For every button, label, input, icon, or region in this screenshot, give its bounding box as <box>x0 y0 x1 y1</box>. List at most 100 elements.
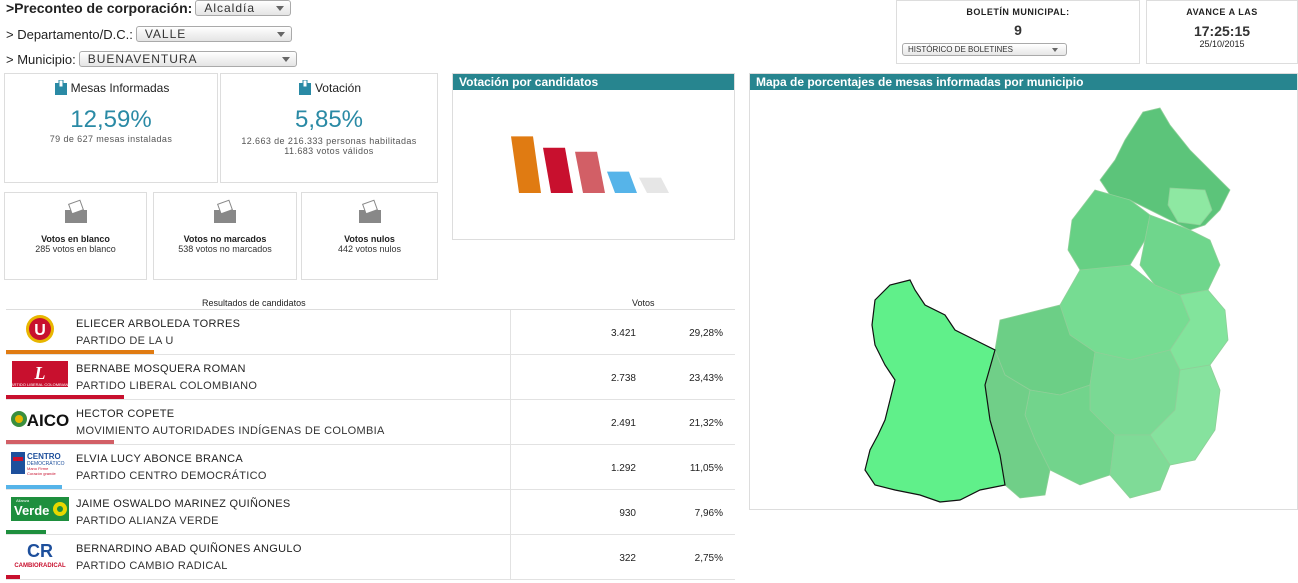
votos-nulos-panel: Votos nulos 442 votos nulos <box>301 192 438 280</box>
historico-boletines-dropdown[interactable]: HISTÓRICO DE BOLETINES <box>902 43 1067 56</box>
municipality-map <box>864 107 1231 503</box>
party-name: PARTIDO LIBERAL COLOMBIANO <box>76 380 258 392</box>
boletin-panel: BOLETÍN MUNICIPAL: 9 HISTÓRICO DE BOLETI… <box>896 0 1140 64</box>
avance-title: AVANCE A LAS <box>1186 7 1258 17</box>
municipio-label: > Municipio: <box>6 51 76 67</box>
party-name: PARTIDO CENTRO DEMOCRÁTICO <box>76 470 267 482</box>
candidate-votes: 1.292 <box>610 463 636 474</box>
svg-text:PARTIDO LIBERAL COLOMBIANO: PARTIDO LIBERAL COLOMBIANO <box>10 382 70 387</box>
svg-text:CENTRO: CENTRO <box>27 452 61 461</box>
candidate-votes: 2.491 <box>610 418 636 429</box>
candidate-share-bar <box>6 575 20 579</box>
map-region-south[interactable] <box>1109 434 1171 499</box>
map-region-south-east[interactable] <box>1149 364 1221 466</box>
header-votes: Votos <box>632 298 655 308</box>
mesas-pct: 12,59% <box>70 106 152 133</box>
candidate-pct: 11,05% <box>689 463 723 474</box>
chart-bar[interactable] <box>511 136 541 193</box>
ballot-box-icon <box>64 199 87 223</box>
candidate-name: HECTOR COPETE <box>76 408 175 420</box>
votacion-pct: 5,85% <box>294 106 364 133</box>
results-table: Resultados de candidatos Votos U ELIECER… <box>6 296 735 580</box>
chart-title: Votación por candidatos <box>453 74 734 90</box>
mesas-informadas-panel: Mesas Informadas 12,59% 79 de 627 mesas … <box>4 73 218 183</box>
chart-bar[interactable] <box>575 151 605 193</box>
candidate-votes: 930 <box>619 508 636 519</box>
chart-bar[interactable] <box>639 177 669 193</box>
column-divider <box>510 535 511 580</box>
chart-bar[interactable] <box>607 171 637 193</box>
centro-democratico-logo: CENTRO DEMOCRÁTICO Mano Firme Corazón grand… <box>10 449 70 479</box>
departamento-dropdown[interactable]: VALLE <box>135 26 292 42</box>
mapa-panel: Mapa de porcentajes de mesas informadas … <box>749 73 1298 510</box>
aico-logo: AICO <box>10 404 70 434</box>
svg-text:CR: CR <box>27 541 53 561</box>
boletin-title: BOLETÍN MUNICIPAL: <box>966 7 1070 17</box>
table-row: CENTRO DEMOCRÁTICO Mano Firme Corazón grand… <box>6 445 735 490</box>
candidate-name: ELVIA LUCY ABONCE BRANCA <box>76 453 243 465</box>
map-region-buenaventura[interactable] <box>864 279 1006 503</box>
partido-de-la-u-logo: U <box>10 314 70 344</box>
svg-text:Corazón grande: Corazón grande <box>27 471 56 476</box>
party-name: PARTIDO ALIANZA VERDE <box>76 515 219 527</box>
column-divider <box>510 355 511 400</box>
party-name: PARTIDO CAMBIO RADICAL <box>76 560 228 572</box>
candidate-pct: 21,32% <box>689 418 723 429</box>
votos-blanco-title: Votos en blanco <box>41 234 110 244</box>
ballot-box-icon <box>358 199 381 223</box>
candidate-votes: 322 <box>619 553 636 564</box>
votos-blanco-sub: 285 votos en blanco <box>35 244 116 254</box>
candidate-votes: 2.738 <box>610 373 636 384</box>
boletin-number: 9 <box>1014 22 1022 38</box>
ballot-box-icon <box>54 80 67 95</box>
candidate-name: BERNABE MOSQUERA ROMAN <box>76 363 246 375</box>
corporacion-dropdown[interactable]: Alcaldía <box>195 0 292 16</box>
candidate-pct: 23,43% <box>689 373 723 384</box>
table-row: L PARTIDO LIBERAL COLOMBIANO BERNABE MOSQ… <box>6 355 735 400</box>
cambio-radical-logo: CR CAMBIORADICAL <box>10 539 70 569</box>
candidate-pct: 2,75% <box>694 553 723 564</box>
votacion-title: Votación <box>314 81 362 95</box>
partido-liberal-logo: L PARTIDO LIBERAL COLOMBIANO <box>8 359 72 389</box>
candidate-share-bar <box>6 530 47 534</box>
votos-no-marcados-panel: Votos no marcados 538 votos no marcados <box>153 192 297 280</box>
mesas-title-row: Mesas Informadas <box>5 80 217 96</box>
svg-text:L: L <box>34 363 46 383</box>
mesas-title: Mesas Informadas <box>70 81 170 95</box>
avance-panel: AVANCE A LAS 17:25:15 25/10/2015 <box>1146 0 1298 64</box>
chart-bar[interactable] <box>543 147 573 193</box>
candidate-pct: 7,96% <box>694 508 723 519</box>
table-row: U ELIECER ARBOLEDA TORRES PARTIDO DE LA … <box>6 310 735 355</box>
column-divider <box>510 490 511 535</box>
votacion-sub2: 11.683 votos válidos <box>284 146 374 156</box>
votacion-sub1: 12.663 de 216.333 personas habilitadas <box>241 136 417 146</box>
candidate-name: JAIME OSWALDO MARINEZ QUIÑONES <box>76 498 291 510</box>
municipio-dropdown[interactable]: BUENAVENTURA <box>78 51 297 67</box>
candidate-name: BERNARDINO ABAD QUIÑONES ANGULO <box>76 543 302 555</box>
corporacion-selector-row: >Preconteo de corporación: Alcaldía <box>6 0 292 16</box>
party-name: PARTIDO DE LA U <box>76 335 174 347</box>
svg-text:Mano Firme: Mano Firme <box>27 466 49 471</box>
svg-text:Verde: Verde <box>14 503 49 518</box>
votos-nulos-title: Votos nulos <box>344 234 395 244</box>
votos-nulos-sub: 442 votos nulos <box>337 244 402 254</box>
svg-text:U: U <box>34 322 46 339</box>
map-region-north-light[interactable] <box>1167 187 1213 226</box>
votacion-title-row: Votación <box>221 80 437 96</box>
candidate-share-bar <box>6 440 114 444</box>
table-row: Alianza Verde JAIME OSWALDO MARINEZ QUIÑO… <box>6 490 735 535</box>
avance-date: 25/10/2015 <box>1199 39 1245 49</box>
column-divider <box>510 310 511 355</box>
results-table-body: U ELIECER ARBOLEDA TORRES PARTIDO DE LA … <box>6 310 735 580</box>
svg-text:AICO: AICO <box>27 411 70 430</box>
votos-blanco-panel: Votos en blanco 285 votos en blanco <box>4 192 147 280</box>
alianza-verde-logo: Alianza Verde <box>10 494 70 524</box>
results-table-header: Resultados de candidatos Votos <box>6 296 735 310</box>
departamento-label: > Departamento/D.C.: <box>6 26 133 42</box>
departamento-selector-row: > Departamento/D.C.: VALLE <box>6 26 292 42</box>
column-divider <box>510 400 511 445</box>
votacion-candidatos-panel: Votación por candidatos <box>452 73 735 240</box>
svg-text:CAMBIORADICAL: CAMBIORADICAL <box>14 563 66 569</box>
corporacion-label: >Preconteo de corporación: <box>6 0 193 16</box>
header-results: Resultados de candidatos <box>202 298 306 308</box>
